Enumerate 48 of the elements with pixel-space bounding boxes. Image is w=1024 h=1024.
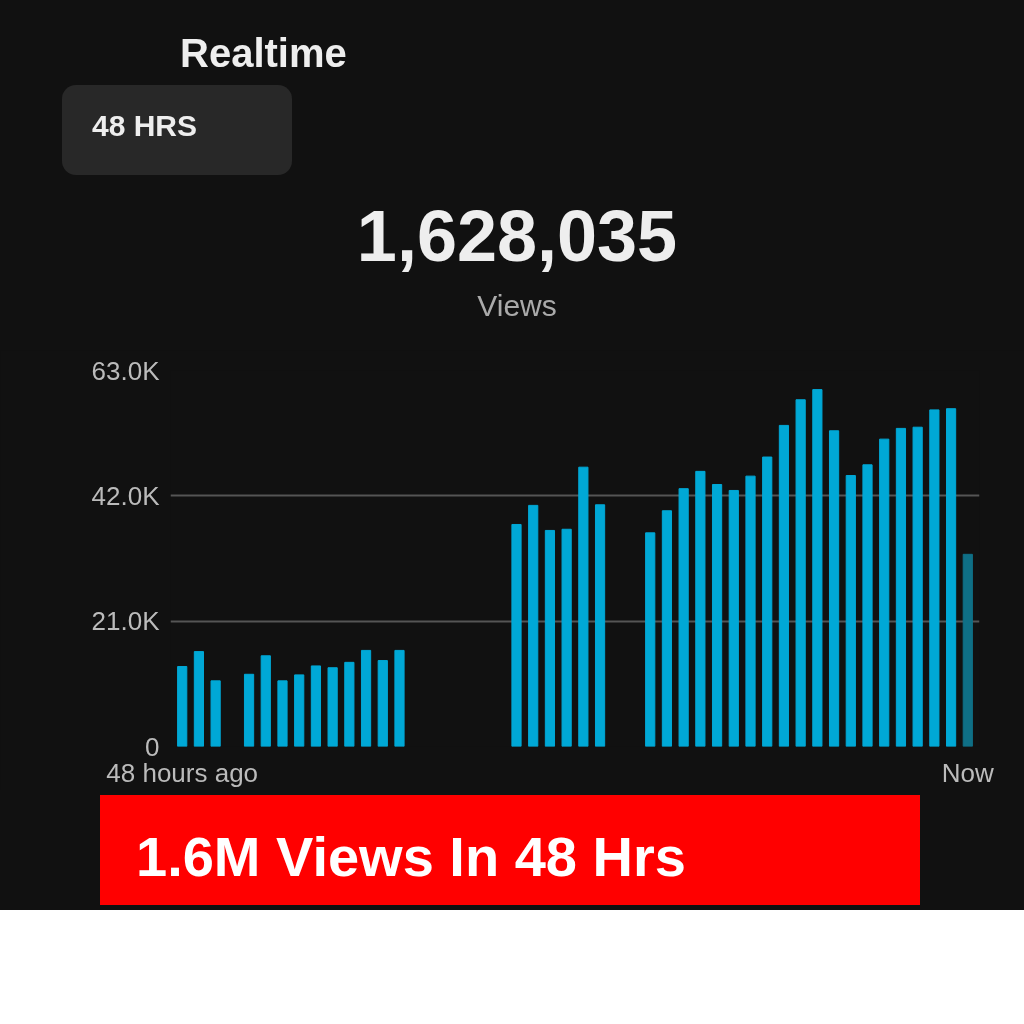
text: Views	[477, 288, 557, 324]
bar	[678, 488, 689, 747]
bar	[711, 483, 723, 747]
bar	[528, 504, 539, 747]
bar	[294, 674, 305, 747]
bar	[377, 660, 388, 747]
bar	[210, 680, 221, 747]
bar	[544, 529, 556, 747]
bar	[511, 523, 522, 747]
bar	[778, 424, 790, 747]
bar	[277, 680, 288, 747]
bar	[879, 438, 890, 747]
bar	[912, 426, 923, 747]
bar	[260, 655, 271, 747]
bar	[645, 532, 656, 747]
text: 1,628,035	[356, 195, 678, 278]
text: 1.6M Views In 48 Hrs	[136, 824, 686, 890]
bar	[243, 673, 255, 747]
bar	[762, 456, 773, 747]
bar	[945, 408, 957, 747]
y-tick-label: 21.0K	[91, 606, 161, 637]
bar	[327, 667, 338, 747]
bar	[594, 504, 606, 747]
bar	[828, 430, 840, 747]
bar	[745, 475, 756, 747]
text: 48 HRS	[92, 108, 198, 144]
bar	[895, 427, 907, 747]
bar	[929, 409, 940, 747]
y-tick-label: 63.0K	[91, 355, 161, 386]
x-tick-label: Now	[941, 757, 995, 788]
bar	[344, 661, 355, 747]
bar	[728, 489, 739, 747]
chart-title: Realtime	[180, 30, 347, 77]
bar	[578, 466, 589, 747]
bar	[177, 666, 188, 747]
bar	[862, 464, 873, 747]
bar	[310, 665, 322, 747]
bar	[193, 651, 205, 747]
bar	[812, 389, 823, 747]
y-tick-label: 42.0K	[91, 480, 161, 511]
bar	[360, 649, 372, 747]
bar	[661, 510, 673, 747]
bar	[962, 553, 973, 747]
bar	[394, 649, 405, 747]
bar	[561, 528, 572, 747]
bar	[795, 399, 806, 747]
bar	[845, 475, 856, 747]
bar	[695, 470, 706, 747]
